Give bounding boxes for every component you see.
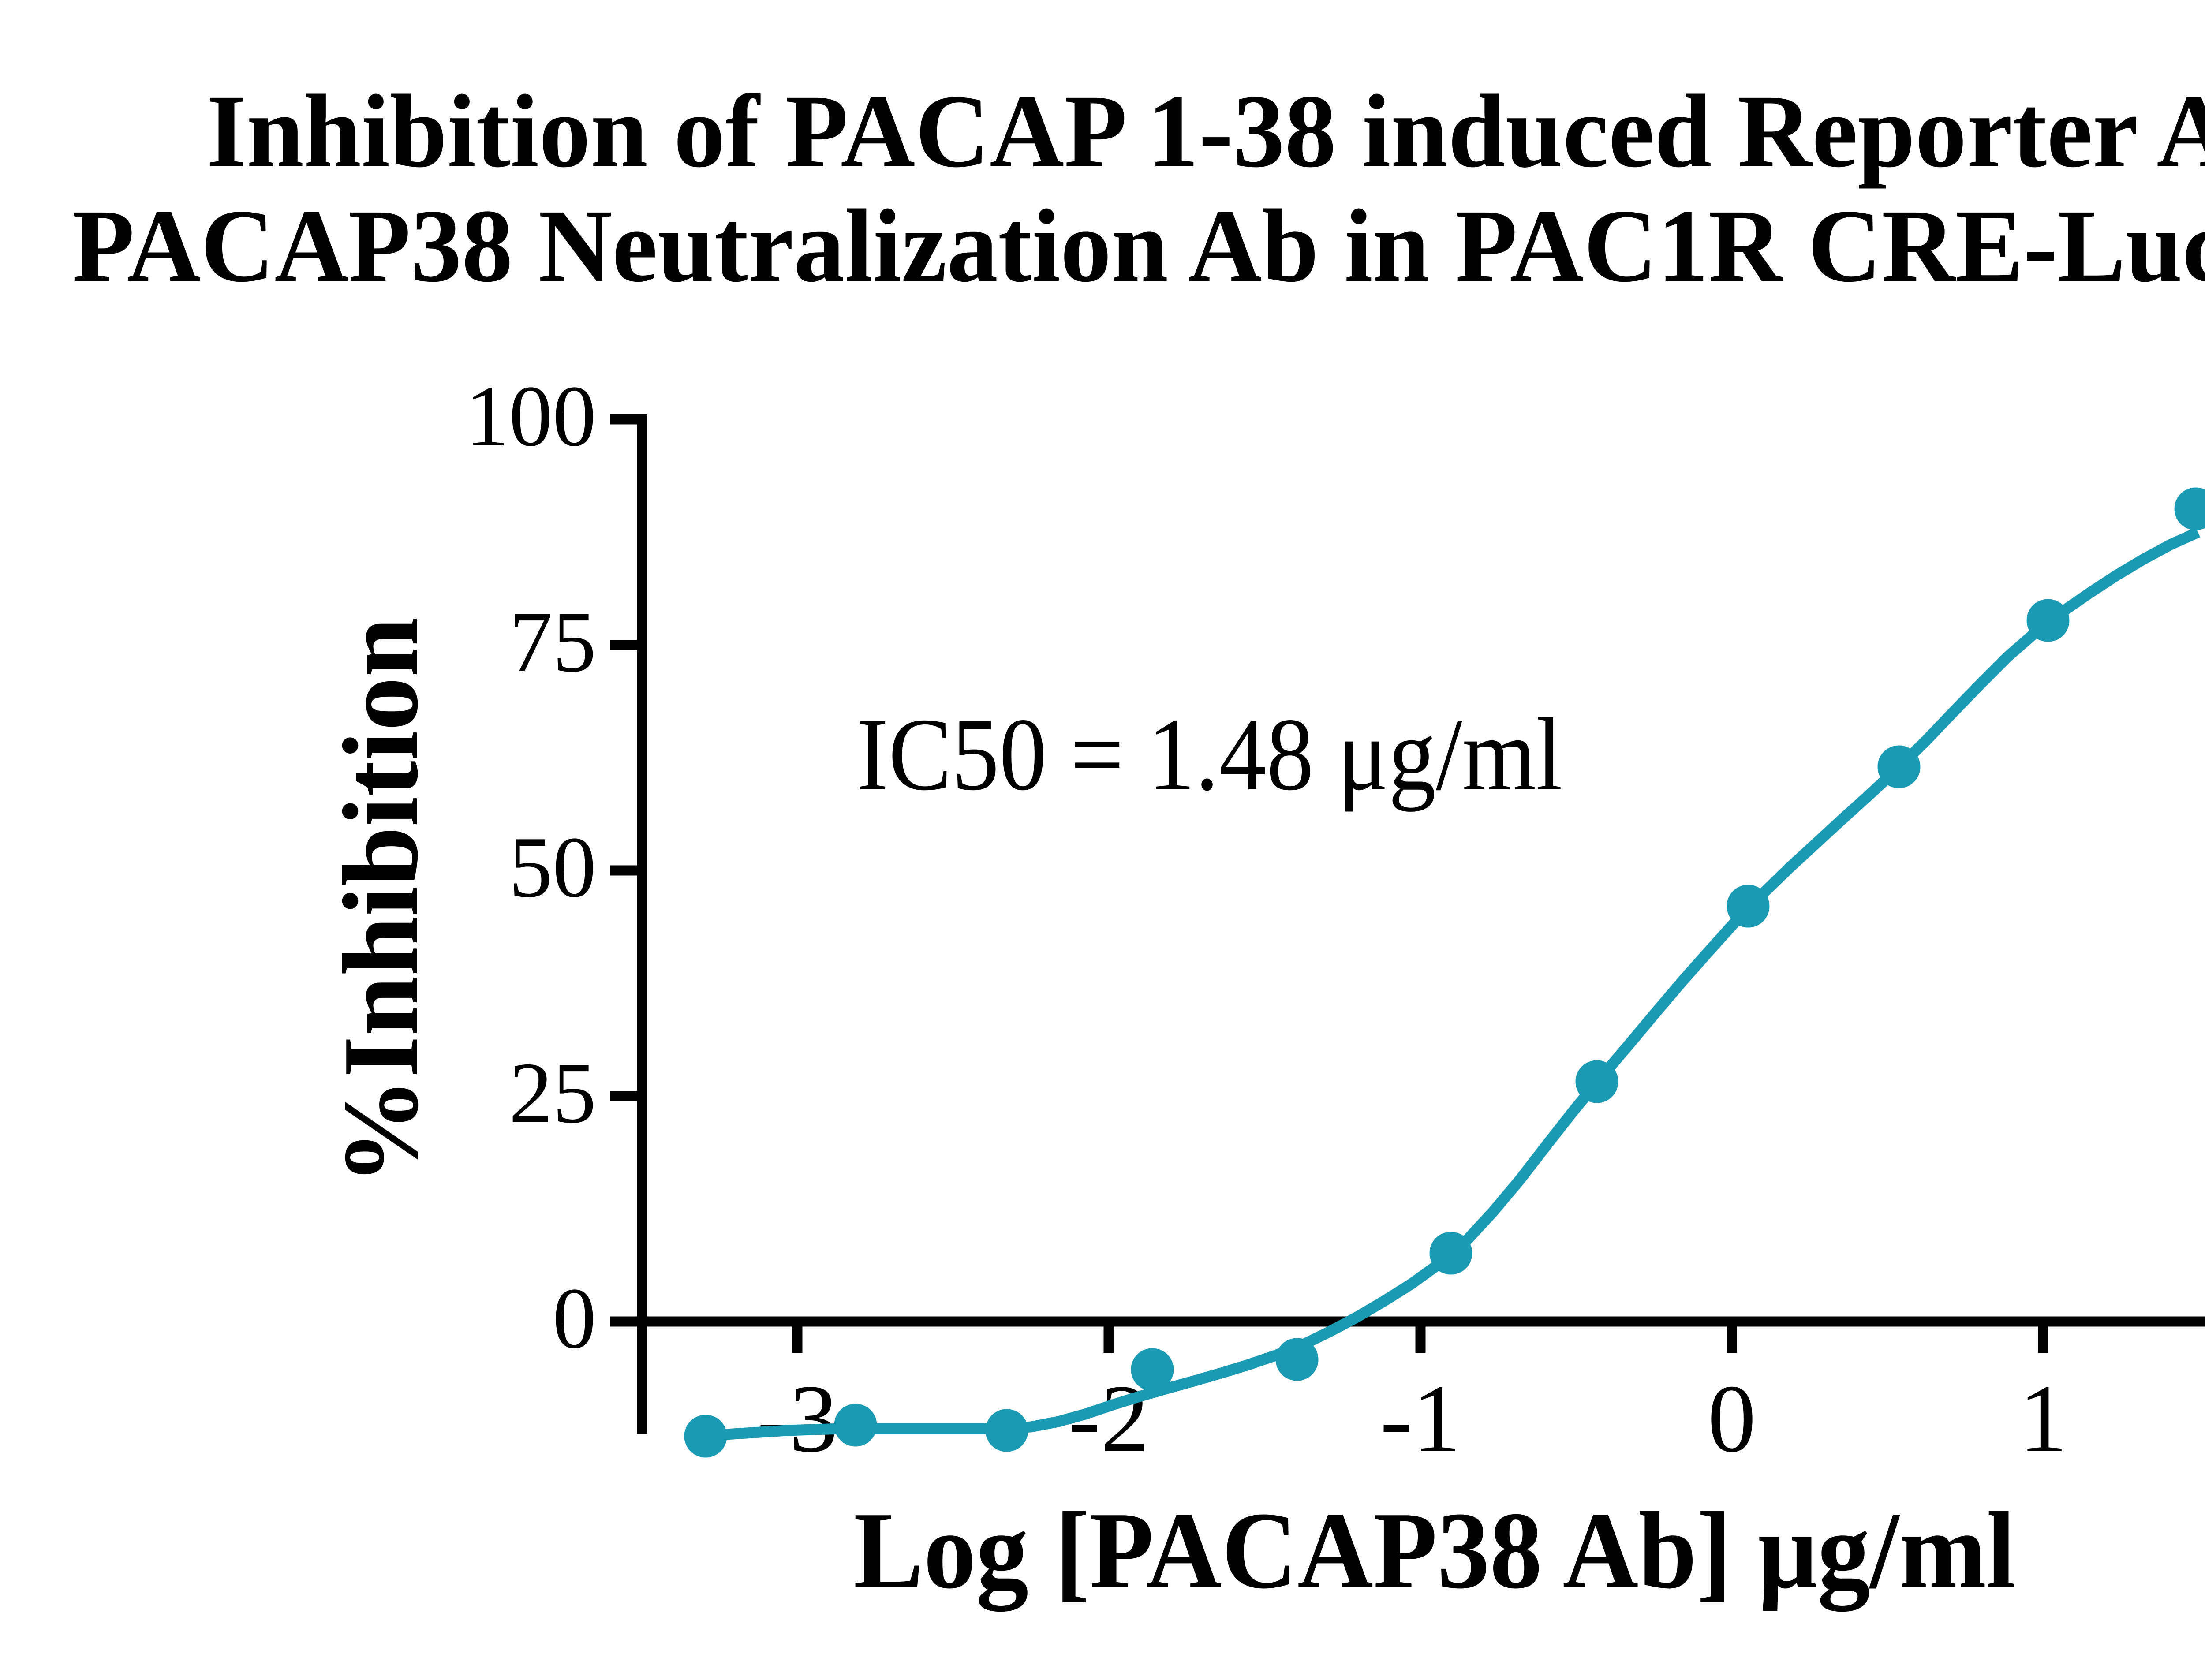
- svg-text:PACAP38 Neutralization Ab in P: PACAP38 Neutralization Ab in PAC1R CRE-L…: [72, 188, 2205, 304]
- svg-text:0: 0: [1708, 1365, 1756, 1472]
- svg-text:25: 25: [509, 1045, 596, 1141]
- svg-text:50: 50: [509, 819, 596, 915]
- svg-text:Log [PACAP38 Ab] μg/ml: Log [PACAP38 Ab] μg/ml: [854, 1490, 2016, 1612]
- svg-text:0: 0: [553, 1270, 596, 1366]
- svg-text:-3: -3: [757, 1365, 837, 1472]
- svg-text:100: 100: [465, 368, 596, 464]
- svg-text:Inhibition of PACAP 1-38 induc: Inhibition of PACAP 1-38 induced Reporte…: [206, 74, 2205, 189]
- svg-text:IC50 = 1.48 μg/ml: IC50 = 1.48 μg/ml: [857, 697, 1562, 812]
- svg-text:1: 1: [2019, 1365, 2067, 1472]
- svg-text:75: 75: [509, 594, 596, 690]
- svg-text:%Inhibition: %Inhibition: [321, 617, 440, 1185]
- svg-text:-1: -1: [1380, 1365, 1461, 1472]
